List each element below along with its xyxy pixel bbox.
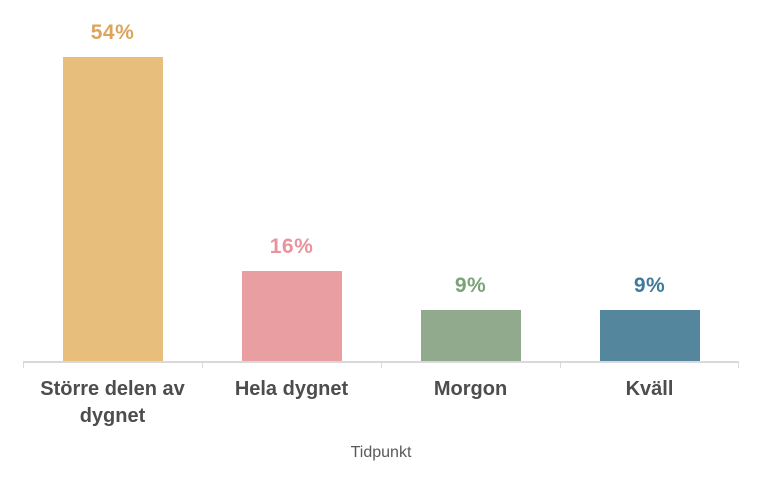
- x-axis-labels: Större delen av dygnet Hela dygnet Morgon K…: [23, 376, 739, 430]
- category-label: Större delen av dygnet: [40, 378, 185, 427]
- bar: [599, 310, 700, 361]
- bar-value-label: 16%: [269, 235, 314, 258]
- axis-tick: [560, 361, 561, 368]
- axis-tick: [23, 361, 24, 368]
- plot-area: 54% 16% 9% 9%: [23, 0, 739, 368]
- category-label: Kväll: [625, 378, 674, 400]
- x-axis-title: Tidpunkt: [350, 444, 412, 461]
- bar: [241, 271, 342, 361]
- bar-value-label: 54%: [90, 21, 135, 44]
- category-label: Hela dygnet: [234, 378, 349, 400]
- bar-value-label: 9%: [633, 274, 666, 297]
- axis-tick: [202, 361, 203, 368]
- bar: [420, 310, 521, 361]
- category-label: Morgon: [433, 378, 508, 400]
- bar: [62, 57, 163, 361]
- axis-tick: [381, 361, 382, 368]
- axis-tick: [738, 361, 739, 368]
- bar-value-label: 9%: [454, 274, 487, 297]
